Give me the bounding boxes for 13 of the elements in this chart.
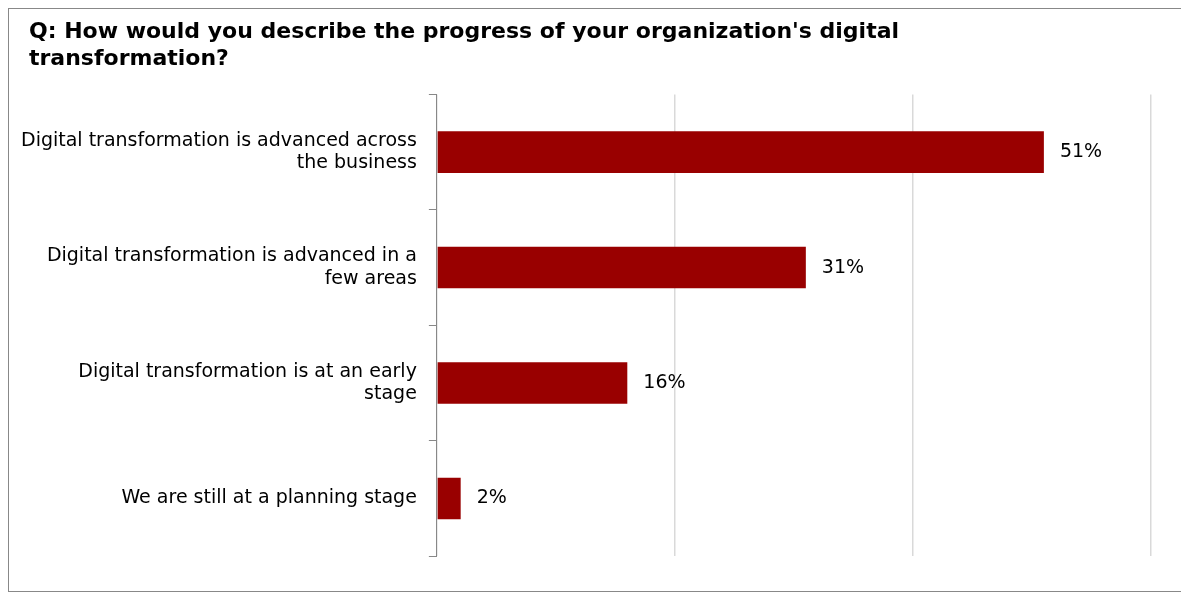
data-label: 31% xyxy=(821,254,865,277)
y-tick-label: We are still at a planning stage xyxy=(121,485,417,508)
data-label: 51% xyxy=(1059,139,1103,162)
chart-title: Q: How would you describe the progress of your organization's digital transformation? xyxy=(28,17,901,71)
y-tick-label: Digital transformation is at an early stage xyxy=(78,358,417,404)
bar xyxy=(437,362,628,404)
y-tick-label: Digital transformation is advanced across the business xyxy=(21,127,417,173)
data-label: 16% xyxy=(643,369,686,392)
bar xyxy=(437,246,806,289)
bar xyxy=(437,131,1044,173)
y-tick-label: Digital transformation is advanced in a few areas xyxy=(46,243,417,288)
bar xyxy=(437,477,461,520)
data-label: 2% xyxy=(476,485,507,508)
